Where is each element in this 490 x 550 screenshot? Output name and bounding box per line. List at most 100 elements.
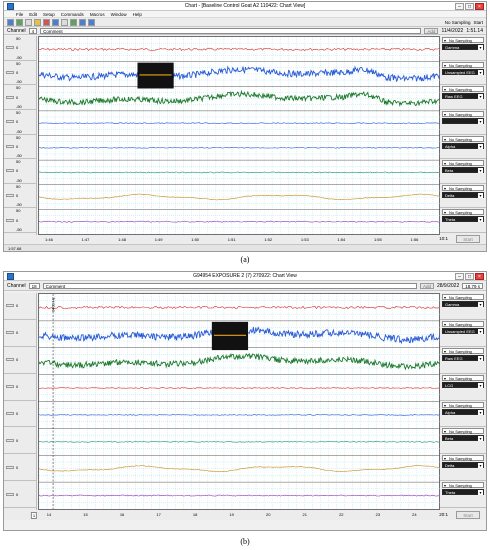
save-icon[interactable] <box>16 18 23 26</box>
scale-adjust-icon[interactable] <box>6 194 14 198</box>
start-button[interactable]: Start <box>456 511 480 519</box>
menu-file[interactable]: File <box>16 12 24 17</box>
scale-adjust-icon[interactable] <box>6 331 14 335</box>
sampling-dropdown[interactable]: No Sampling <box>442 320 484 327</box>
zoom-icon[interactable] <box>52 18 59 26</box>
y-tick-label: -50 <box>16 128 22 134</box>
sampling-dropdown[interactable]: No Sampling <box>442 37 484 43</box>
sampling-dropdown[interactable]: No Sampling <box>442 428 484 435</box>
sampling-dropdown[interactable]: No Sampling <box>442 110 484 117</box>
close-button[interactable]: × <box>475 273 484 280</box>
minimize-button[interactable]: – <box>455 273 464 280</box>
maximize-button[interactable]: □ <box>465 273 474 280</box>
channel-name-dropdown[interactable]: Theta <box>442 489 484 496</box>
close-button[interactable]: × <box>475 3 484 10</box>
skip-start-icon[interactable] <box>79 18 86 26</box>
sampling-dropdown[interactable]: No Sampling <box>442 455 484 462</box>
channel-name-dropdown[interactable]: Gamma <box>442 301 484 307</box>
channel-name-dropdown[interactable]: Beta <box>442 435 484 442</box>
sampling-dropdown[interactable]: No Sampling <box>442 294 484 300</box>
settings-icon[interactable] <box>34 18 41 26</box>
scale-adjust-icon[interactable] <box>6 438 14 442</box>
trace-delta <box>39 193 441 201</box>
channel-name-dropdown[interactable]: Raw EEG <box>442 93 484 100</box>
scale-adjust-icon[interactable] <box>6 144 14 148</box>
scale-adjust-icon[interactable] <box>6 385 14 389</box>
start-button[interactable]: Start <box>456 235 480 243</box>
x-tick-label: 1:51 <box>227 237 236 242</box>
comment-input[interactable]: Comment <box>42 282 417 289</box>
scale-adjust-icon[interactable] <box>6 411 14 415</box>
channel-name-dropdown[interactable]: Delta <box>442 462 484 469</box>
scale-adjust-icon[interactable] <box>6 465 14 469</box>
scale-adjust-icon[interactable] <box>6 169 14 173</box>
marker-icon[interactable] <box>61 18 68 26</box>
scale-adjust-icon[interactable] <box>6 304 14 308</box>
menu-window[interactable]: Window <box>110 12 127 17</box>
sampling-dropdown[interactable]: No Sampling <box>442 160 484 167</box>
zoom-ratio[interactable]: 20:1 <box>439 512 448 517</box>
channel-name-dropdown[interactable]: Gamma <box>442 44 484 50</box>
open-icon[interactable] <box>7 18 14 26</box>
channel-selector[interactable]: 18 <box>28 282 40 289</box>
add-comment-button[interactable]: Add <box>419 282 434 289</box>
channel-name-dropdown[interactable]: LCG <box>442 381 484 388</box>
plot-area[interactable] <box>38 36 441 235</box>
y-tick-label: -50 <box>16 103 22 109</box>
sampling-dropdown[interactable]: No Sampling <box>442 135 484 142</box>
maximize-button[interactable]: □ <box>465 3 474 10</box>
sampling-dropdown[interactable]: No Sampling <box>442 209 484 216</box>
channel-name-dropdown[interactable]: Delta <box>442 191 484 198</box>
y-tick-label: -50 <box>16 202 22 208</box>
record-icon[interactable] <box>43 18 50 26</box>
skip-end-icon[interactable] <box>88 18 95 26</box>
print-icon[interactable] <box>25 18 32 26</box>
channel-name-dropdown[interactable]: Raw EEG <box>442 354 484 361</box>
channel-name-dropdown[interactable]: Unsampled EEG <box>442 68 484 75</box>
channel-scale: 0 <box>4 347 37 374</box>
plot-area[interactable]: 0400 Hz <box>38 293 441 510</box>
scale-adjust-icon[interactable] <box>6 492 14 496</box>
sampling-dropdown[interactable]: No Sampling <box>442 61 484 68</box>
scale-adjust-icon[interactable] <box>6 70 14 74</box>
minimize-button[interactable]: – <box>455 3 464 10</box>
status-bar: 1:57.68 <box>4 244 486 251</box>
sampling-dropdown[interactable]: No Sampling <box>442 374 484 381</box>
start-small-button[interactable]: Start <box>473 19 483 25</box>
x-tick-label: 15 <box>83 512 88 517</box>
sampling-dropdown[interactable]: No Sampling <box>442 184 484 191</box>
channel-name-dropdown[interactable]: Alpha <box>442 408 484 415</box>
sampling-dropdown[interactable]: No Sampling <box>442 482 484 489</box>
scale-adjust-icon[interactable] <box>6 95 14 99</box>
data-pad-icon[interactable] <box>70 18 77 26</box>
menu-commands[interactable]: Commands <box>60 12 84 17</box>
channel-name-dropdown[interactable]: Alpha <box>442 142 484 149</box>
page-indicator[interactable]: 1 <box>30 512 38 519</box>
scale-adjust-icon[interactable] <box>6 358 14 362</box>
scale-adjust-icon[interactable] <box>6 120 14 124</box>
sampling-dropdown[interactable]: No Sampling <box>442 401 484 408</box>
menu-setup[interactable]: Setup <box>43 12 55 17</box>
channel-name-dropdown[interactable] <box>442 117 484 124</box>
channel-name-dropdown[interactable]: Unsampled EEG <box>442 327 484 334</box>
menu-macros[interactable]: Macros <box>89 12 105 17</box>
scale-adjust-icon[interactable] <box>6 46 14 50</box>
menu-help[interactable]: Help <box>132 12 142 17</box>
channel-name-dropdown[interactable]: Beta <box>442 167 484 174</box>
channel-scale: 50 0 -50 <box>4 208 37 233</box>
menu-edit[interactable]: Edit <box>29 12 38 17</box>
x-tick-label: 1:53 <box>300 237 309 242</box>
sampling-dropdown[interactable]: No Sampling <box>442 86 484 93</box>
comment-input[interactable]: Comment <box>40 27 422 34</box>
sampling-mode[interactable]: No Sampling <box>444 19 471 25</box>
channel-selector[interactable]: 4 <box>28 27 38 34</box>
scale-adjust-icon[interactable] <box>6 218 14 222</box>
zoom-ratio[interactable]: 10:1 <box>439 236 448 241</box>
sampling-dropdown[interactable]: No Sampling <box>442 347 484 354</box>
channel-name-dropdown[interactable]: Theta <box>442 216 484 223</box>
chart-window-b: G94954 EXPOSURE 2 (7) 270922: Chart View… <box>3 271 487 531</box>
add-comment-button[interactable]: Add <box>424 27 439 34</box>
x-tick-label: 20 <box>266 512 271 517</box>
